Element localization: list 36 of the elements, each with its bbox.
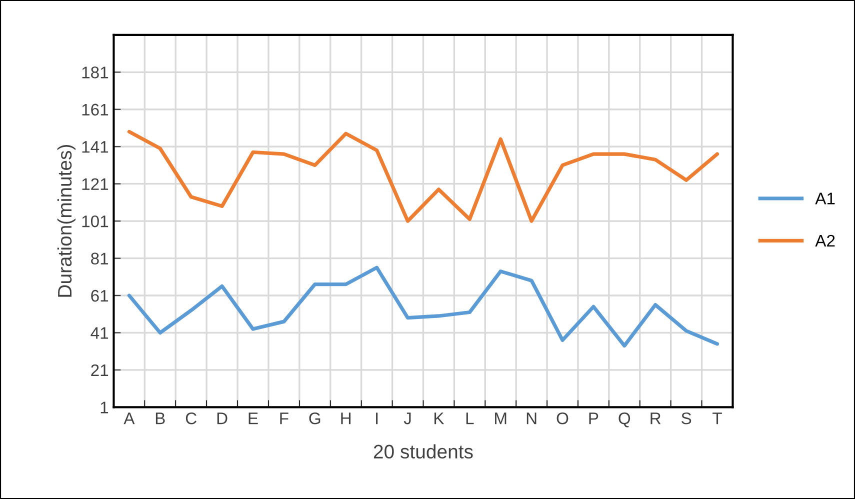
x-tick-label: J (404, 412, 411, 424)
y-tick-label: 101 (82, 215, 108, 228)
x-tick-label: E (248, 412, 258, 424)
y-tick-label: 161 (82, 104, 108, 116)
y-axis-title: Duration(minutes) (57, 144, 76, 297)
x-tick-label: T (712, 412, 722, 424)
x-tick-label: N (526, 412, 536, 424)
y-tick-label: 21 (91, 364, 108, 376)
x-tick-label: G (309, 412, 320, 424)
x-tick-label: O (556, 412, 568, 424)
x-tick-label: H (341, 412, 351, 424)
legend-label: A2 (815, 234, 835, 246)
x-tick-label: D (217, 412, 228, 424)
y-tick-label: 141 (82, 141, 108, 153)
y-tick-label: 81 (91, 252, 108, 264)
x-tick-label: L (466, 412, 474, 424)
y-tick-label: 181 (82, 66, 108, 78)
x-tick-label: S (682, 412, 692, 424)
line-series (127, 130, 720, 223)
x-tick-label: Q (618, 412, 630, 428)
y-tick-label: 61 (91, 290, 108, 302)
x-tick-label: R (650, 412, 661, 424)
x-tick-label: K (434, 412, 444, 424)
y-tick-label: 1 (100, 402, 108, 414)
x-tick-label: P (589, 412, 598, 424)
x-tick-label: I (376, 412, 378, 424)
x-axis-title: 20 students (374, 444, 473, 459)
y-tick-label: 121 (82, 178, 108, 190)
x-tick-label: B (156, 412, 165, 424)
x-tick-label: C (186, 412, 196, 424)
y-tick-label: 41 (90, 327, 108, 339)
x-tick-label: A (124, 412, 135, 424)
x-tick-label: M (495, 412, 506, 424)
line-series (127, 266, 720, 348)
legend-label: A1 (815, 192, 835, 204)
x-tick-label: F (280, 412, 288, 424)
